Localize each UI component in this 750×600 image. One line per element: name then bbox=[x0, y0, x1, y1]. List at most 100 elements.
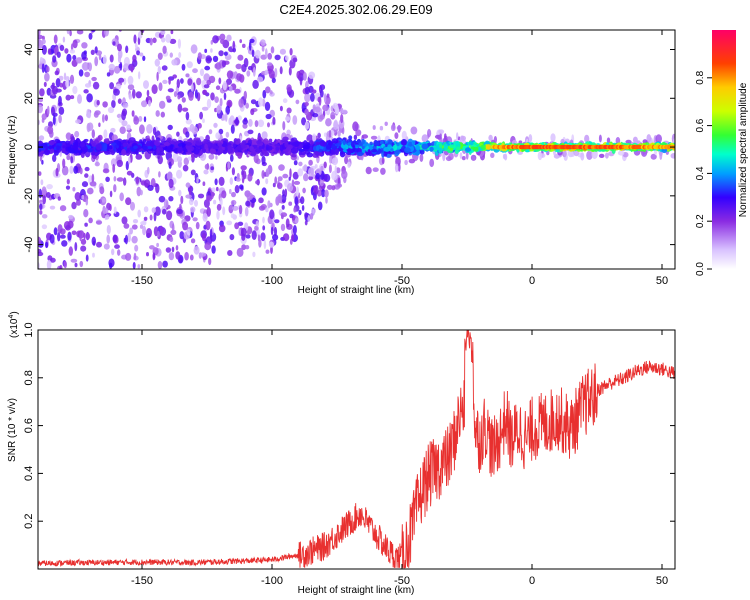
spectrogram-cell bbox=[213, 199, 217, 205]
spectrogram-cell bbox=[216, 105, 222, 114]
spectrogram-cell bbox=[86, 93, 93, 103]
spectrogram-cell bbox=[156, 242, 160, 248]
spectrogram-cell bbox=[461, 156, 466, 161]
spectrogram-cell bbox=[218, 128, 224, 135]
snr-x-tick-label: 0 bbox=[529, 575, 535, 587]
spectrogram-cell bbox=[218, 77, 222, 85]
spectrogram-cell bbox=[307, 215, 311, 222]
spectrogram-cell bbox=[394, 163, 399, 173]
spectrogram-cell bbox=[287, 183, 294, 192]
spectrogram-cell bbox=[194, 199, 198, 207]
spectrogram-cell bbox=[134, 42, 138, 49]
spectrogram-cell bbox=[102, 101, 108, 108]
spectrogram-cell bbox=[353, 134, 358, 140]
spectrogram-cell bbox=[270, 226, 274, 236]
spectrogram-cell bbox=[61, 147, 66, 153]
spectrogram-cell bbox=[204, 163, 210, 170]
spectrogram-cell bbox=[288, 176, 291, 181]
spectrogram-cell bbox=[133, 34, 137, 44]
spectrogram-cell bbox=[223, 92, 227, 101]
spectrogram-cell bbox=[308, 167, 315, 177]
spectrogram-cell bbox=[80, 22, 84, 30]
spectrogram-cell bbox=[57, 22, 62, 28]
spectrogram-cell bbox=[225, 105, 230, 115]
spectrogram-cell bbox=[96, 241, 102, 248]
spectrogram-cell bbox=[160, 30, 166, 36]
spectrogram-cell bbox=[161, 65, 168, 71]
spectrogram-cell bbox=[296, 186, 299, 197]
spectrogram-cell bbox=[139, 124, 145, 135]
spectrogram-cell bbox=[160, 111, 165, 118]
spectrogram-cell bbox=[206, 79, 212, 86]
spectrogram-cell bbox=[323, 161, 327, 169]
spectrogram-cell bbox=[181, 63, 186, 71]
spectrogram-cell bbox=[224, 112, 228, 122]
spectrogram-cell bbox=[176, 169, 183, 179]
spectrogram-cell bbox=[189, 123, 195, 133]
spectrogram-cell bbox=[190, 169, 196, 176]
spectrogram-cell bbox=[119, 61, 123, 71]
spectrogram-cell bbox=[185, 73, 190, 78]
spectrogram-cell bbox=[157, 154, 160, 160]
spectrogram-cell bbox=[282, 121, 286, 131]
spectrogram-cell bbox=[142, 138, 147, 144]
spectrogram-cell bbox=[304, 108, 309, 116]
spectrogram-cell bbox=[480, 144, 487, 150]
spectrogram-cell bbox=[330, 111, 336, 120]
spectrogram-cell bbox=[90, 49, 95, 55]
spectrogram-cell bbox=[227, 147, 232, 155]
spectrogram-cell bbox=[109, 262, 113, 269]
spectrogram-cell bbox=[123, 223, 130, 229]
spectrogram-cell bbox=[202, 148, 207, 153]
spectrogram-cell bbox=[135, 176, 140, 185]
spectrogram-cell bbox=[80, 245, 87, 252]
spectrogram-cell bbox=[72, 85, 78, 95]
spectrogram-cell bbox=[326, 93, 330, 98]
spectrogram-cell bbox=[106, 224, 111, 235]
spectrogram-cell bbox=[135, 91, 142, 99]
spectrogram-cell bbox=[419, 153, 424, 162]
spectrogram-cell bbox=[261, 187, 267, 196]
spectrogram-cell bbox=[110, 150, 115, 156]
spectrogram-cell bbox=[290, 138, 295, 143]
spectrogram-cell bbox=[83, 89, 89, 94]
spectrogram-cell bbox=[50, 148, 55, 154]
spectrogram-cell bbox=[187, 78, 193, 86]
snr-x-tick-label: -100 bbox=[261, 575, 283, 587]
spectrogram-cell bbox=[69, 49, 76, 54]
spectrogram-cell bbox=[455, 141, 460, 145]
spectrogram-cell bbox=[329, 155, 332, 164]
spectrogram-cell bbox=[242, 123, 248, 129]
spectrogram-cell bbox=[143, 206, 149, 213]
spectrogram-cell bbox=[204, 65, 211, 71]
snr-series-line bbox=[38, 330, 675, 569]
spectrogram-cell bbox=[113, 206, 117, 214]
spectrogram-cell bbox=[202, 213, 208, 222]
spectrogram-cell bbox=[298, 148, 306, 152]
spectrogram-cell bbox=[218, 50, 224, 57]
spectrogram-cell bbox=[84, 166, 90, 172]
spectrogram-cell bbox=[251, 138, 259, 145]
spectrogram-cell bbox=[404, 159, 408, 166]
spectrogram-cell bbox=[415, 145, 421, 151]
spectrogram-cell bbox=[83, 232, 86, 240]
spectrogram-cell bbox=[79, 167, 83, 175]
spectrogram-cell bbox=[361, 138, 365, 145]
spectrogram-cell bbox=[461, 135, 466, 141]
spectrogram-cell bbox=[49, 205, 56, 210]
spectrogram-cell bbox=[459, 152, 463, 160]
spectrogram-cell bbox=[142, 145, 148, 151]
spectrogram-cell bbox=[361, 148, 366, 154]
spectrogram-cell bbox=[64, 48, 69, 54]
spectrogram-cell bbox=[256, 76, 264, 83]
spectrogram-cell bbox=[258, 238, 262, 248]
spectrogram-cell bbox=[282, 136, 289, 141]
spectrogram-cell bbox=[107, 106, 115, 114]
spectrogram-cell bbox=[211, 245, 216, 254]
spectrogram-cell bbox=[319, 179, 324, 187]
spectrogram-cell bbox=[163, 199, 169, 209]
colorbar-tick-label: 0.8 bbox=[695, 70, 706, 84]
spectrogram-cell bbox=[94, 161, 100, 167]
spectrogram-x-tick-label: -100 bbox=[261, 275, 283, 287]
spectrogram-cell bbox=[180, 78, 184, 84]
